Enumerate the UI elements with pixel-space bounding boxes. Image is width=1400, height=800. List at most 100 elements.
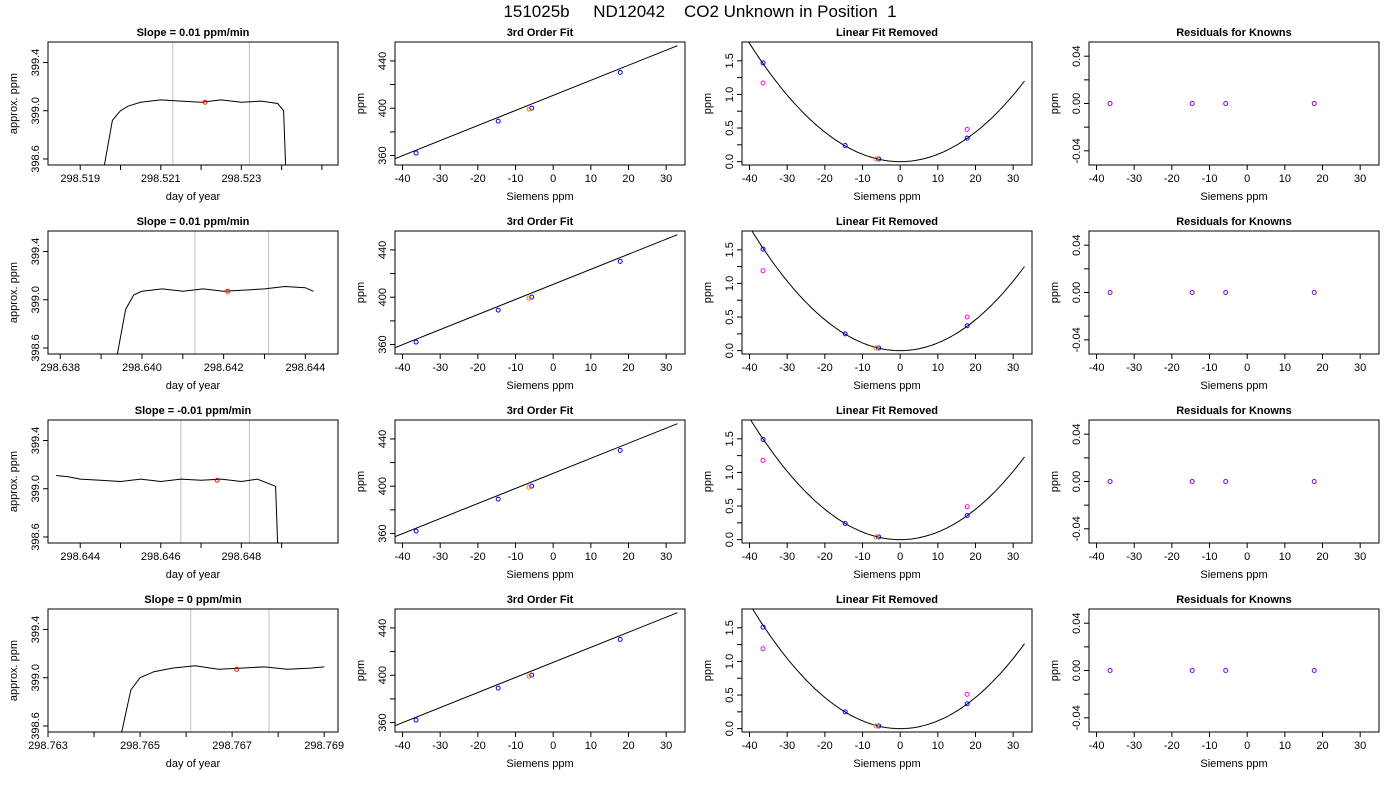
y-axis-label: ppm: [1049, 471, 1061, 492]
known-point: [842, 709, 848, 715]
y-tick-label: 360: [377, 713, 389, 731]
x-tick-label: -20: [817, 551, 833, 563]
x-tick-label: -40: [395, 173, 411, 185]
x-tick-label: 10: [1279, 551, 1291, 563]
x-tick-label: 30: [660, 173, 672, 185]
y-tick-label: 398.6: [30, 712, 42, 740]
y-axis-label: ppm: [355, 660, 367, 681]
residual-point: [1189, 101, 1195, 106]
x-tick-label: 298.646: [141, 551, 181, 563]
x-tick-label: 0: [897, 362, 903, 374]
y-tick-label: 1.5: [724, 431, 736, 446]
y-tick-label: 0.0: [724, 154, 736, 169]
x-tick-label: -20: [817, 362, 833, 374]
panel-r1c1: Slope = 0.01 ppm/min 298.519 298.521 298.52…: [8, 27, 339, 203]
plot-frame: [1088, 230, 1380, 355]
x-tick-label: -10: [855, 551, 871, 563]
series-line: [121, 665, 325, 732]
x-axis-label: Siemens ppm: [853, 569, 920, 581]
x-tick-label: -40: [395, 740, 411, 752]
panel-r2c1: Slope = 0.01 ppm/min 298.638 298.640 298.64…: [8, 216, 339, 392]
series-line: [116, 285, 314, 354]
plot-frame: [47, 41, 339, 166]
y-axis-label: ppm: [1049, 93, 1061, 114]
x-tick-label: -30: [432, 740, 448, 752]
y-tick-label: 399.4: [30, 238, 42, 266]
x-tick-label: -20: [1164, 362, 1180, 374]
known-point: [760, 246, 766, 252]
y-tick-label: 0.5: [724, 309, 736, 324]
known-point: [842, 521, 848, 527]
x-tick-label: -40: [1089, 551, 1105, 563]
plot-area: [751, 231, 1025, 352]
x-axis-label: Siemens ppm: [1200, 191, 1267, 203]
unknown-point: [526, 106, 532, 112]
x-tick-label: 0: [1244, 740, 1250, 752]
plot-area: [56, 420, 279, 543]
plot-area: [1107, 479, 1317, 484]
x-tick-label: -10: [1202, 551, 1218, 563]
y-tick-label: 1.0: [724, 276, 736, 291]
known-point: [529, 483, 535, 489]
unknown-point: [873, 156, 879, 162]
panel-r2c3: Linear Fit Removed -40 -30 -20 -10 0 10 20 30 0.0…: [702, 216, 1033, 392]
x-tick-label: 30: [1354, 362, 1366, 374]
y-tick-label: 440: [377, 52, 389, 70]
residual-point: [1189, 290, 1195, 295]
known-point: [964, 701, 970, 707]
x-tick-label: 0: [1244, 551, 1250, 563]
x-tick-label: 30: [1007, 740, 1019, 752]
panel-r1c2: 3rd Order Fit -40 -30 -20 -10 0 10 20 30 360 400 44…: [355, 27, 686, 203]
mean-point: [202, 99, 208, 105]
y-tick-label: 1.5: [724, 242, 736, 257]
mean-point: [225, 288, 231, 294]
x-tick-label: -10: [508, 362, 524, 374]
panel-r4c3: Linear Fit Removed -40 -30 -20 -10 0 10 20 30 0.0…: [702, 594, 1033, 770]
x-tick-label: 20: [1316, 740, 1328, 752]
known-point: [529, 294, 535, 300]
x-tick-label: 30: [1007, 173, 1019, 185]
x-tick-label: -20: [1164, 551, 1180, 563]
x-tick-label: -30: [1126, 173, 1142, 185]
x-tick-label: 0: [1244, 362, 1250, 374]
x-tick-label: 298.644: [285, 362, 325, 374]
residual-point: [1311, 101, 1317, 106]
y-tick-label: 398.6: [30, 145, 42, 173]
known-point: [529, 672, 535, 678]
known-point: [529, 105, 535, 111]
plot-area: [395, 45, 678, 160]
x-tick-label: 0: [897, 551, 903, 563]
panel-r4c1: Slope = 0 ppm/min 298.763 298.765 298.767 29…: [8, 594, 344, 770]
y-tick-label: 399.0: [30, 97, 42, 125]
x-tick-label: -10: [1202, 740, 1218, 752]
plot-area: [752, 609, 1025, 730]
y-tick-label: 398.6: [30, 523, 42, 551]
plot-frame: [1088, 419, 1380, 544]
page-title: 151025b ND12042 CO2 Unknown in Position …: [503, 2, 897, 21]
x-axis-label: Siemens ppm: [1200, 380, 1267, 392]
residual-point: [1223, 479, 1229, 484]
residual-point: [1107, 668, 1113, 673]
x-tick-label: -40: [395, 551, 411, 563]
fit-line: [395, 612, 678, 727]
y-tick-label: 0.04: [1071, 234, 1083, 255]
panel-r3c3: Linear Fit Removed -40 -30 -20 -10 0 10 20 30 0.0…: [702, 405, 1033, 581]
known-point: [760, 60, 766, 66]
x-tick-label: -30: [779, 362, 795, 374]
fit-curve: [751, 231, 1025, 352]
y-tick-label: 0.5: [724, 687, 736, 702]
panel-title: Residuals for Knowns: [1176, 405, 1292, 417]
x-tick-label: 30: [1354, 551, 1366, 563]
x-tick-label: -20: [1164, 740, 1180, 752]
known-point: [876, 156, 882, 162]
y-tick-label: 1.0: [724, 87, 736, 102]
x-tick-label: -40: [742, 362, 758, 374]
x-tick-label: 30: [1354, 740, 1366, 752]
y-axis-label: ppm: [702, 471, 714, 492]
y-axis-label: ppm: [702, 93, 714, 114]
x-tick-label: 10: [585, 551, 597, 563]
unknown-point: [526, 673, 532, 679]
x-tick-label: 298.648: [221, 551, 261, 563]
y-tick-label: 399.4: [30, 427, 42, 455]
x-axis-label: Siemens ppm: [1200, 758, 1267, 770]
